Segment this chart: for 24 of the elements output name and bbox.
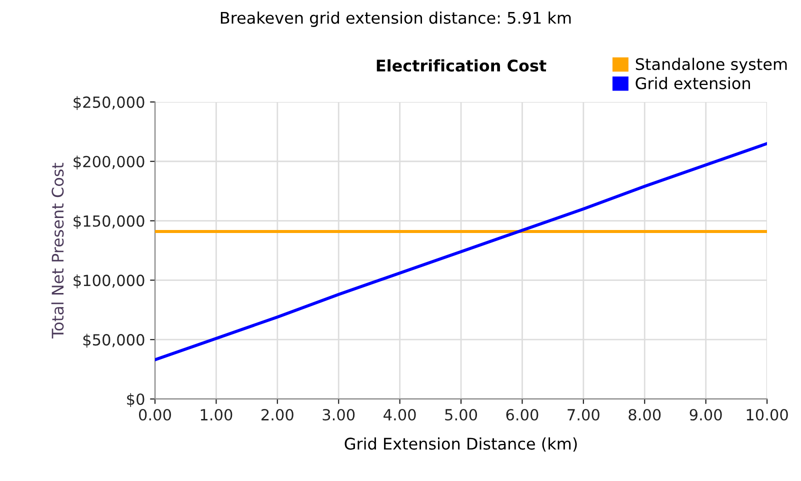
x-tick-label: 5.00 xyxy=(445,408,478,421)
y-tick-label: $0 xyxy=(127,393,144,408)
x-tick-label: 1.00 xyxy=(200,408,232,421)
x-tick-label: 9.00 xyxy=(690,408,722,421)
legend-label: Standalone system xyxy=(636,58,787,74)
y-axis-title: Total Net Present Cost xyxy=(51,162,64,339)
line-series xyxy=(154,142,768,362)
legend-label: Grid extension xyxy=(636,76,750,90)
x-tick-label: 6.00 xyxy=(506,408,538,421)
x-tick-label: 8.00 xyxy=(628,408,661,421)
x-tick-label: 2.00 xyxy=(262,408,294,421)
y-tick-label: $250,000 xyxy=(74,96,144,110)
y-tick-label: $150,000 xyxy=(74,214,144,229)
y-tick-label: $50,000 xyxy=(83,334,144,348)
x-tick-label: 7.00 xyxy=(568,408,600,421)
x-tick-label: 3.00 xyxy=(322,408,355,421)
y-tick-label: $100,000 xyxy=(74,274,144,288)
text: Breakeven grid extension distance: 5.91 km xyxy=(220,12,571,27)
x-tick-label: 10.00 xyxy=(746,408,788,421)
x-axis-title: Grid Extension Distance (km) xyxy=(344,437,577,452)
x-tick-label: 0.00 xyxy=(138,408,171,421)
y-tick-label: $200,000 xyxy=(74,156,144,170)
chart-title: Electrification Cost xyxy=(376,59,546,72)
x-tick-label: 4.00 xyxy=(384,408,416,421)
